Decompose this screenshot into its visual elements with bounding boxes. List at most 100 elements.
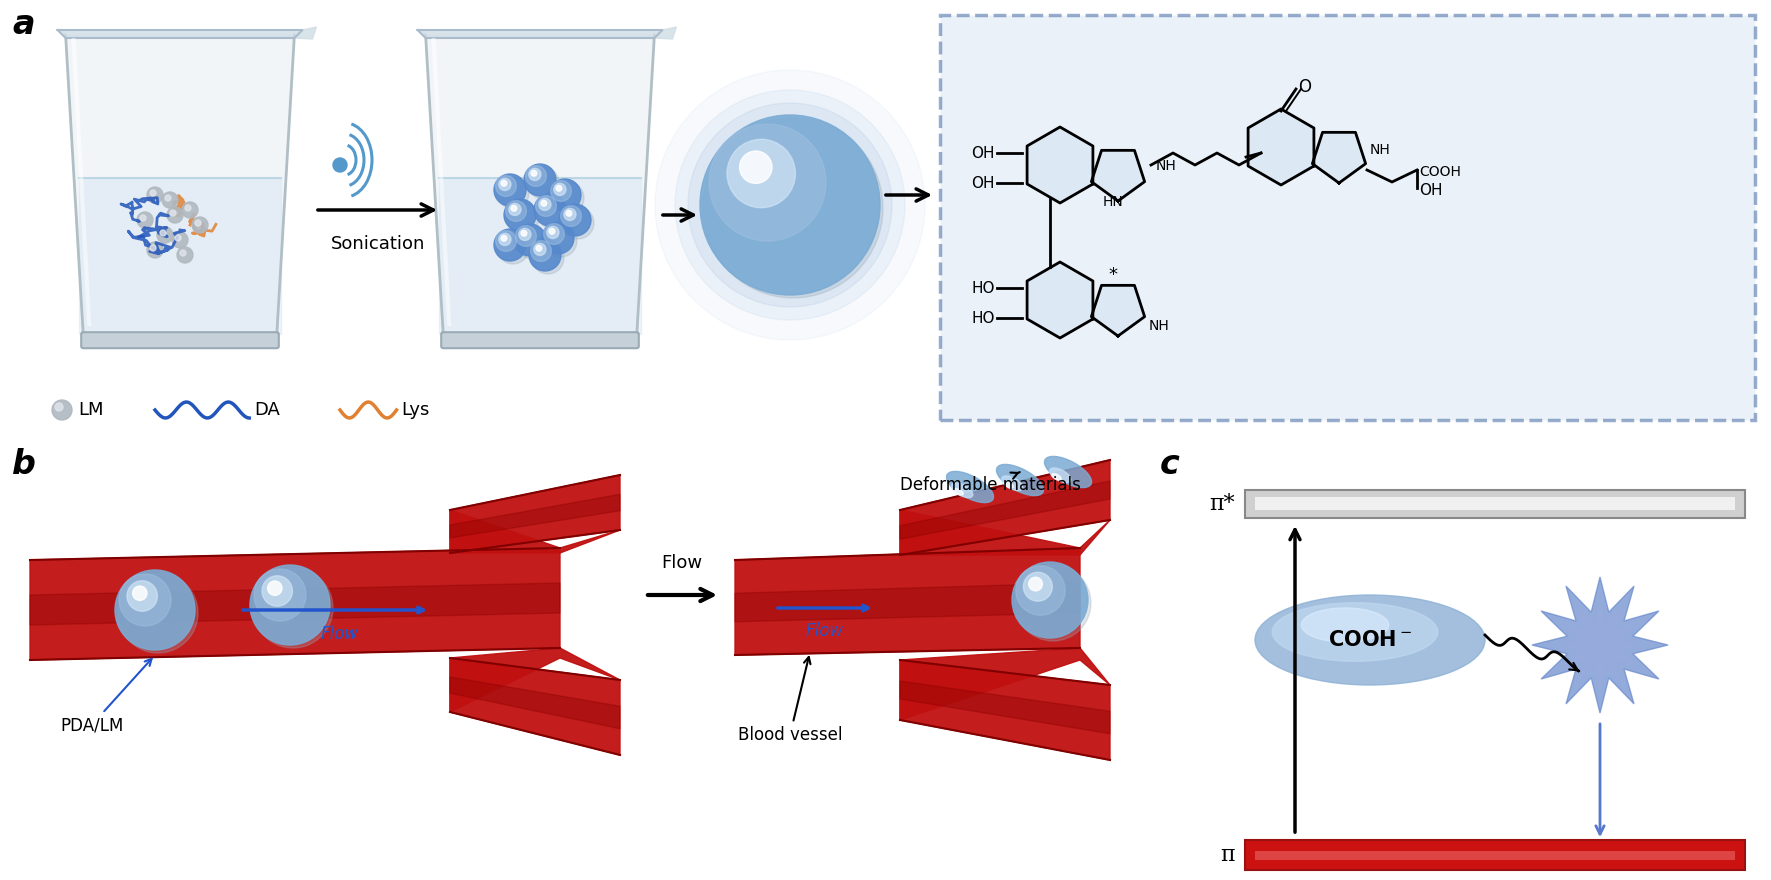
Circle shape — [524, 164, 556, 196]
Polygon shape — [1027, 262, 1093, 338]
Circle shape — [563, 209, 576, 221]
Circle shape — [535, 195, 556, 216]
Circle shape — [551, 180, 572, 202]
Text: Flow: Flow — [321, 625, 360, 643]
Circle shape — [501, 180, 507, 187]
FancyBboxPatch shape — [441, 333, 639, 348]
Text: Blood vessel: Blood vessel — [739, 657, 843, 744]
Circle shape — [514, 224, 545, 256]
Circle shape — [531, 171, 537, 176]
Text: c: c — [1160, 448, 1179, 481]
Ellipse shape — [1256, 595, 1486, 685]
Text: COOH$^-$: COOH$^-$ — [1328, 630, 1411, 650]
Ellipse shape — [1045, 457, 1091, 488]
Polygon shape — [735, 548, 1080, 655]
Circle shape — [140, 215, 145, 221]
Circle shape — [166, 207, 182, 223]
Circle shape — [51, 400, 73, 420]
Circle shape — [740, 151, 772, 183]
Text: b: b — [12, 448, 35, 481]
Circle shape — [195, 220, 200, 226]
Circle shape — [147, 242, 163, 258]
Circle shape — [181, 250, 186, 256]
Circle shape — [1024, 572, 1052, 601]
Circle shape — [494, 229, 526, 261]
Circle shape — [172, 232, 188, 248]
Circle shape — [159, 230, 166, 236]
Circle shape — [549, 229, 554, 234]
Text: a: a — [12, 8, 34, 41]
Circle shape — [165, 195, 172, 201]
Circle shape — [531, 242, 563, 274]
Text: OH: OH — [972, 175, 995, 190]
Text: Flow: Flow — [661, 554, 703, 572]
Circle shape — [521, 231, 526, 236]
Polygon shape — [900, 510, 1110, 555]
Circle shape — [554, 183, 567, 195]
Circle shape — [494, 174, 526, 206]
Polygon shape — [450, 648, 620, 712]
Text: π*: π* — [1210, 493, 1234, 515]
Circle shape — [1017, 566, 1064, 615]
Circle shape — [496, 231, 517, 252]
Circle shape — [119, 574, 172, 626]
Text: Deformable materials: Deformable materials — [900, 472, 1080, 494]
Text: NH: NH — [1156, 159, 1176, 173]
Circle shape — [1011, 562, 1087, 638]
Circle shape — [115, 570, 195, 650]
Polygon shape — [1312, 132, 1365, 183]
Circle shape — [561, 206, 581, 226]
Circle shape — [128, 581, 158, 612]
Polygon shape — [30, 583, 560, 625]
Circle shape — [505, 199, 537, 231]
Circle shape — [530, 239, 561, 271]
Polygon shape — [425, 35, 655, 334]
Polygon shape — [450, 677, 620, 729]
Circle shape — [147, 187, 163, 203]
Circle shape — [700, 115, 880, 295]
Circle shape — [133, 586, 147, 600]
Circle shape — [498, 177, 530, 209]
Circle shape — [542, 222, 574, 254]
Text: DA: DA — [255, 401, 280, 419]
Ellipse shape — [1272, 603, 1438, 661]
Circle shape — [703, 118, 884, 298]
Circle shape — [184, 205, 191, 211]
Circle shape — [1029, 577, 1043, 590]
Bar — [1256, 850, 1736, 860]
Circle shape — [177, 247, 193, 263]
Circle shape — [687, 103, 893, 307]
Polygon shape — [66, 35, 294, 334]
Circle shape — [515, 225, 537, 246]
Bar — [1245, 490, 1744, 518]
Circle shape — [1015, 565, 1091, 641]
Polygon shape — [294, 27, 317, 39]
Circle shape — [728, 139, 795, 208]
Text: NH: NH — [1371, 143, 1390, 157]
Circle shape — [505, 201, 526, 222]
Circle shape — [507, 202, 538, 234]
Circle shape — [556, 186, 561, 191]
Text: OH: OH — [972, 145, 995, 160]
Text: Flow: Flow — [806, 622, 845, 640]
Circle shape — [161, 192, 179, 208]
Ellipse shape — [1050, 468, 1071, 482]
Text: OH: OH — [1419, 182, 1443, 197]
Circle shape — [531, 240, 551, 261]
FancyArrowPatch shape — [1569, 663, 1580, 671]
Bar — [1245, 840, 1744, 870]
Circle shape — [561, 207, 593, 239]
FancyArrowPatch shape — [662, 209, 692, 221]
Polygon shape — [1558, 605, 1640, 686]
Ellipse shape — [955, 488, 963, 495]
Circle shape — [508, 203, 521, 216]
Polygon shape — [655, 27, 677, 39]
Polygon shape — [1091, 285, 1144, 336]
Circle shape — [560, 204, 592, 236]
Circle shape — [170, 210, 175, 216]
Text: PDA/LM: PDA/LM — [60, 659, 152, 734]
Polygon shape — [900, 481, 1110, 539]
Ellipse shape — [997, 465, 1043, 495]
Text: Lys: Lys — [402, 401, 430, 419]
Circle shape — [119, 573, 198, 653]
